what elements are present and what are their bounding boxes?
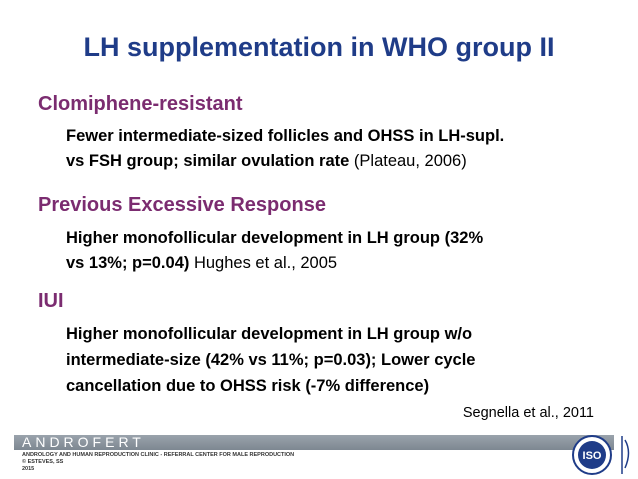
body-line: Fewer intermediate-sized follicles and O… <box>66 127 505 145</box>
body-line: vs FSH group; similar ovulation rate (Pl… <box>66 152 467 171</box>
body-line: Higher monofollicular development in LH … <box>66 229 484 247</box>
citation: Segnella et al., 2011 <box>462 405 594 421</box>
body-text: vs 13%; p=0.04) <box>66 254 190 272</box>
iso-disc <box>578 441 606 469</box>
body-line: Higher monofollicular development in LH … <box>66 325 473 343</box>
body-line: vs 13%; p=0.04) Hughes et al., 2005 <box>66 254 337 273</box>
footer-text: ANDROLOGY AND HUMAN REPRODUCTION CLINIC … <box>22 452 295 458</box>
footer-logos: ISO <box>572 435 630 475</box>
section-heading: Previous Excessive Response <box>38 194 326 216</box>
logo-curve <box>624 439 630 469</box>
section-heading: Clomiphene-resistant <box>38 93 243 115</box>
citation: Hughes et al., 2005 <box>193 254 338 272</box>
section-heading: IUI <box>38 290 64 312</box>
footer-brand: ANDROFERT <box>22 434 145 450</box>
iso-label: ISO <box>583 450 602 462</box>
body-line: intermediate-size (42% vs 11%; p=0.03); … <box>66 351 476 369</box>
body-text: vs FSH group; similar ovulation rate <box>66 152 350 170</box>
citation: (Plateau, 2006) <box>353 152 467 170</box>
body-line: cancellation due to OHSS risk (-7% diffe… <box>66 377 430 395</box>
footer-bar <box>14 435 614 450</box>
footer-text: © ESTEVES, SS <box>22 459 64 465</box>
footer-text: 2015 <box>22 466 35 472</box>
title: LH supplementation in WHO group II <box>83 32 555 62</box>
